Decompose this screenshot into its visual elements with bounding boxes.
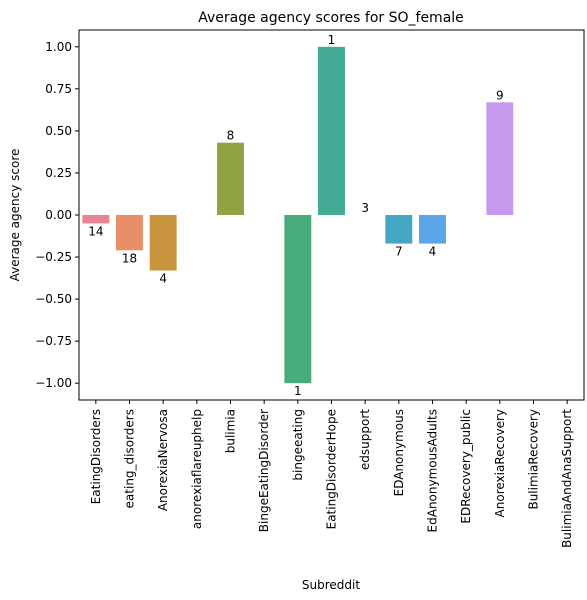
count-label: 4 [429,245,437,259]
bar-EatingDisorderHope [318,46,345,216]
x-tick-label: BingeEatingDisorder [257,409,271,532]
y-axis-label: Average agency score [8,149,22,282]
x-tick-label: bulimia [224,409,238,453]
count-label: 1 [294,384,302,398]
x-tick-label: EatingDisorders [89,409,103,504]
x-tick-label: BulimiaAndAnaSupport [560,409,574,548]
y-tick-label: 0.50 [45,124,72,138]
x-axis-label: Subreddit [302,578,360,592]
y-tick-label: 1.00 [45,40,72,54]
count-label: 1 [328,33,336,47]
y-tick-label: −0.25 [35,250,72,264]
y-tick-label: −1.00 [35,376,72,390]
y-tick-label: 0.00 [45,208,72,222]
y-tick-label: −0.75 [35,334,72,348]
count-label: 18 [122,251,137,265]
x-tick-label: AnorexiaRecovery [493,409,507,517]
x-tick-label: AnorexiaNervosa [156,409,170,511]
x-tick-label: bingeeating [291,409,305,481]
x-tick-label: eating_disorders [123,409,137,508]
bar-bulimia [217,142,244,215]
bar-EatingDisorders [82,215,110,224]
y-tick-label: −0.50 [35,292,72,306]
count-label: 7 [395,245,403,259]
bar-AnorexiaRecovery [486,102,514,215]
bar-EDAnonymous [385,215,413,244]
bar-AnorexiaNervosa [149,215,177,271]
count-label: 8 [227,129,235,143]
count-label: 9 [496,88,504,102]
bar-EdAnonymousAdults [419,215,446,244]
count-labels: 14 18 4 8 1 1 3 7 4 9 [88,33,503,398]
x-tick-label: EDAnonymous [392,409,406,496]
y-tick-label: 0.75 [45,82,72,96]
count-label: 3 [361,201,369,215]
y-axis: −1.00 −0.75 −0.50 −0.25 0.00 0.25 0.50 0.75 1.00 [35,40,79,390]
x-tick-label: anorexiaflareuphelp [190,409,204,529]
x-axis: EatingDisorders eating_disorders AnorexiaN… [89,400,574,548]
x-tick-label: EDRecovery_public [459,409,473,524]
bar-eating_disorders [116,215,143,251]
y-tick-label: 0.25 [45,166,72,180]
chart-title: Average agency scores for SO_female [198,10,464,26]
count-label: 14 [88,224,103,238]
bars [82,46,514,384]
x-tick-label: EatingDisorderHope [325,409,339,529]
x-tick-label: EdAnonymousAdults [426,409,440,532]
bar-bingeeating [284,215,312,384]
count-label: 4 [159,272,167,286]
x-tick-label: BulimiaRecovery [527,409,541,510]
x-tick-label: edsupport [358,409,372,470]
